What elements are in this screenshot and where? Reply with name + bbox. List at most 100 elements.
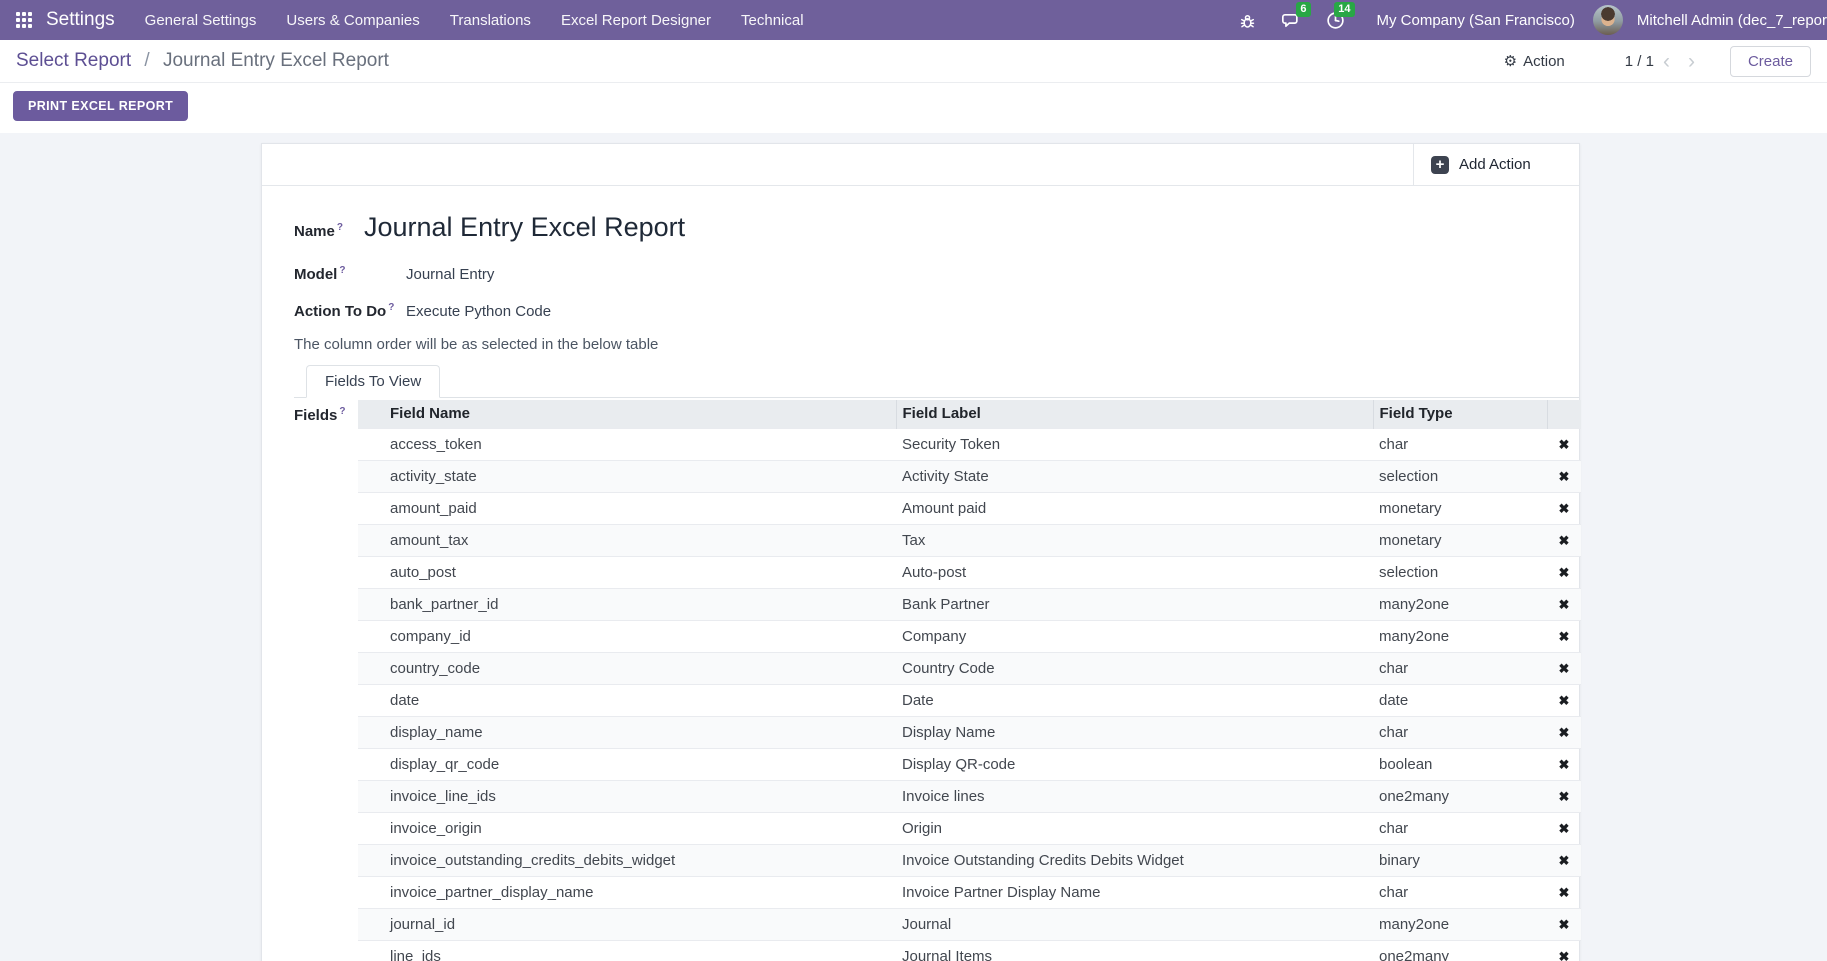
field-name-cell[interactable]: country_code [358,652,896,684]
column-header-field-name[interactable]: Field Name [358,400,896,428]
field-name-cell[interactable]: activity_state [358,460,896,492]
field-name-cell[interactable]: invoice_line_ids [358,780,896,812]
field-type-cell[interactable]: char [1373,716,1547,748]
print-excel-report-button[interactable]: PRINT EXCEL REPORT [13,91,188,121]
field-name-cell[interactable]: display_qr_code [358,748,896,780]
action-menu-button[interactable]: ⚙ Action [1504,52,1565,70]
field-type-cell[interactable]: char [1373,876,1547,908]
field-label-cell[interactable]: Country Code [896,652,1373,684]
field-label-cell[interactable]: Bank Partner [896,588,1373,620]
field-label-cell[interactable]: Invoice lines [896,780,1373,812]
field-type-cell[interactable]: boolean [1373,748,1547,780]
apps-grid-icon[interactable] [16,12,32,28]
field-name-cell[interactable]: date [358,684,896,716]
field-label-cell[interactable]: Amount paid [896,492,1373,524]
field-type-cell[interactable]: many2one [1373,620,1547,652]
top-menu-item[interactable]: Technical [741,12,804,29]
remove-row-button[interactable]: ✖ [1559,949,1570,961]
table-row[interactable]: invoice_partner_display_name Invoice Par… [358,876,1581,908]
remove-row-button[interactable]: ✖ [1559,533,1570,549]
top-menu-item[interactable]: Excel Report Designer [561,12,711,29]
action-to-do-field-value[interactable]: Execute Python Code [406,303,551,320]
top-menu-item[interactable]: Translations [450,12,531,29]
field-type-cell[interactable]: many2one [1373,588,1547,620]
remove-row-button[interactable]: ✖ [1559,821,1570,837]
remove-row-button[interactable]: ✖ [1559,757,1570,773]
table-row[interactable]: country_code Country Code char ✖ [358,652,1581,684]
user-avatar[interactable] [1593,5,1623,35]
field-name-cell[interactable]: bank_partner_id [358,588,896,620]
field-label-cell[interactable]: Journal [896,908,1373,940]
breadcrumb-parent-link[interactable]: Select Report [16,50,131,71]
field-type-cell[interactable]: monetary [1373,524,1547,556]
table-row[interactable]: date Date date ✖ [358,684,1581,716]
name-field-value[interactable]: Journal Entry Excel Report [364,212,685,243]
field-label-cell[interactable]: Security Token [896,428,1373,460]
remove-row-button[interactable]: ✖ [1559,693,1570,709]
table-row[interactable]: invoice_outstanding_credits_debits_widge… [358,844,1581,876]
field-type-cell[interactable]: char [1373,812,1547,844]
field-name-cell[interactable]: line_ids [358,940,896,961]
field-name-cell[interactable]: amount_tax [358,524,896,556]
tab-fields-to-view[interactable]: Fields To View [306,365,440,398]
column-header-field-type[interactable]: Field Type [1373,400,1547,428]
table-row[interactable]: line_ids Journal Items one2many ✖ [358,940,1581,961]
pager-next-icon[interactable]: › [1679,51,1704,72]
field-type-cell[interactable]: one2many [1373,940,1547,961]
remove-row-button[interactable]: ✖ [1559,917,1570,933]
field-label-cell[interactable]: Date [896,684,1373,716]
remove-row-button[interactable]: ✖ [1559,789,1570,805]
field-name-cell[interactable]: company_id [358,620,896,652]
field-name-cell[interactable]: invoice_partner_display_name [358,876,896,908]
field-label-cell[interactable]: Invoice Outstanding Credits Debits Widge… [896,844,1373,876]
field-name-cell[interactable]: display_name [358,716,896,748]
table-row[interactable]: bank_partner_id Bank Partner many2one ✖ [358,588,1581,620]
table-row[interactable]: invoice_line_ids Invoice lines one2many … [358,780,1581,812]
field-type-cell[interactable]: selection [1373,556,1547,588]
field-label-cell[interactable]: Journal Items [896,940,1373,961]
debug-icon[interactable] [1231,6,1265,34]
activities-clock-icon[interactable]: 14 [1319,6,1353,34]
column-header-field-label[interactable]: Field Label [896,400,1373,428]
table-row[interactable]: auto_post Auto-post selection ✖ [358,556,1581,588]
remove-row-button[interactable]: ✖ [1559,469,1570,485]
field-type-cell[interactable]: many2one [1373,908,1547,940]
pager-previous-icon[interactable]: ‹ [1654,51,1679,72]
field-name-cell[interactable]: invoice_origin [358,812,896,844]
table-row[interactable]: access_token Security Token char ✖ [358,428,1581,460]
field-type-cell[interactable]: char [1373,652,1547,684]
table-row[interactable]: invoice_origin Origin char ✖ [358,812,1581,844]
field-label-cell[interactable]: Invoice Partner Display Name [896,876,1373,908]
field-type-cell[interactable]: date [1373,684,1547,716]
field-label-cell[interactable]: Display QR-code [896,748,1373,780]
field-label-cell[interactable]: Company [896,620,1373,652]
table-row[interactable]: company_id Company many2one ✖ [358,620,1581,652]
create-button[interactable]: Create [1730,46,1811,77]
field-type-cell[interactable]: binary [1373,844,1547,876]
table-row[interactable]: amount_paid Amount paid monetary ✖ [358,492,1581,524]
field-name-cell[interactable]: auto_post [358,556,896,588]
model-field-value[interactable]: Journal Entry [406,266,494,283]
field-name-cell[interactable]: access_token [358,428,896,460]
field-type-cell[interactable]: char [1373,428,1547,460]
table-row[interactable]: journal_id Journal many2one ✖ [358,908,1581,940]
field-label-cell[interactable]: Display Name [896,716,1373,748]
add-action-button[interactable]: + Add Action [1413,144,1579,185]
top-menu-item[interactable]: Users & Companies [286,12,419,29]
field-type-cell[interactable]: selection [1373,460,1547,492]
remove-row-button[interactable]: ✖ [1559,725,1570,741]
table-row[interactable]: display_qr_code Display QR-code boolean … [358,748,1581,780]
messages-icon[interactable]: 6 [1275,6,1309,34]
table-row[interactable]: activity_state Activity State selection … [358,460,1581,492]
remove-row-button[interactable]: ✖ [1559,853,1570,869]
app-name[interactable]: Settings [46,9,115,31]
field-label-cell[interactable]: Auto-post [896,556,1373,588]
remove-row-button[interactable]: ✖ [1559,885,1570,901]
field-label-cell[interactable]: Activity State [896,460,1373,492]
remove-row-button[interactable]: ✖ [1559,501,1570,517]
remove-row-button[interactable]: ✖ [1559,437,1570,453]
table-row[interactable]: display_name Display Name char ✖ [358,716,1581,748]
company-switcher[interactable]: My Company (San Francisco) [1377,12,1575,29]
field-name-cell[interactable]: journal_id [358,908,896,940]
remove-row-button[interactable]: ✖ [1559,629,1570,645]
